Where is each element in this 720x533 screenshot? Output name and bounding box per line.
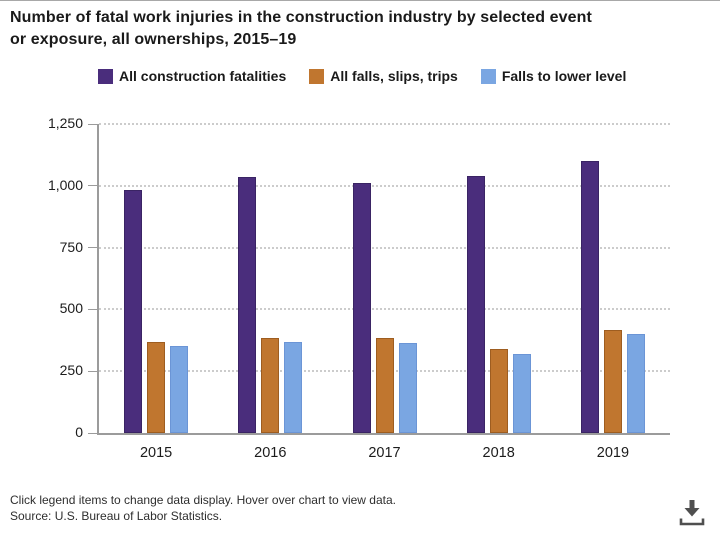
y-axis-label-500: 500 <box>59 300 83 317</box>
chart-title: Number of fatal work injuries in the con… <box>10 9 592 48</box>
y-axis-label-250: 250 <box>59 362 83 379</box>
x-axis-label-2016: 2016 <box>254 445 287 461</box>
x-axis-label-2017: 2017 <box>368 445 401 461</box>
bar-group-2019 <box>580 161 645 433</box>
footer-note: Click legend items to change data displa… <box>10 493 396 507</box>
bar-group-2017 <box>352 183 417 433</box>
plot-area: 0 250 500 750 1,000 1,250 2015 2016 2017 2018 2019 <box>48 115 670 461</box>
x-axis-label-2019: 2019 <box>596 445 630 461</box>
y-axis-tick <box>88 185 97 187</box>
x-axis-label-2018: 2018 <box>482 445 515 461</box>
gridline-1000 <box>99 184 670 187</box>
bar-2016-all-construction-fatalities[interactable] <box>238 177 257 433</box>
bar-group-2018 <box>466 176 531 433</box>
bar-2015-all-construction-fatalities[interactable] <box>124 190 143 433</box>
gridline-1250 <box>99 123 670 125</box>
y-axis-label-1000: 1,000 <box>47 176 83 193</box>
footer-source: Source: U.S. Bureau of Labor Statistics. <box>10 508 223 523</box>
y-axis-tick <box>88 432 97 434</box>
bar-2017-all-falls-slips-trips[interactable] <box>375 338 394 433</box>
legend-item-falls-to-lower-level[interactable]: Falls to lower level <box>480 68 627 84</box>
top-divider <box>0 0 720 1</box>
y-axis-tick <box>88 370 97 372</box>
legend-item-all-construction-fatalities[interactable]: All construction fatalities <box>98 68 286 84</box>
bar-2018-all-falls-slips-trips[interactable] <box>489 349 508 433</box>
y-axis-tick <box>88 308 97 310</box>
bar-2019-falls-to-lower-level[interactable] <box>626 334 645 433</box>
y-axis-tick <box>88 123 97 125</box>
legend-swatch-purple-icon <box>98 68 113 84</box>
bar-2018-falls-to-lower-level[interactable] <box>512 354 531 433</box>
gridline-500 <box>99 308 670 311</box>
y-axis-tick <box>88 247 97 249</box>
y-axis-label-0: 0 <box>75 424 83 440</box>
download-icon <box>679 500 705 526</box>
x-axis-label-2015: 2015 <box>139 445 173 461</box>
y-axis-label-750: 750 <box>59 238 83 255</box>
bar-2015-all-falls-slips-trips[interactable] <box>147 342 166 433</box>
legend-label: All falls, slips, trips <box>330 68 458 84</box>
bar-2019-all-falls-slips-trips[interactable] <box>603 330 622 433</box>
bar-2015-falls-to-lower-level[interactable] <box>170 346 189 433</box>
download-button[interactable] <box>676 497 708 527</box>
legend-swatch-orange-icon <box>309 68 325 84</box>
bar-2019-all-construction-fatalities[interactable] <box>580 161 599 433</box>
bar-group-2016 <box>238 177 303 433</box>
y-axis-label-1250: 1,250 <box>47 115 83 131</box>
bar-2016-falls-to-lower-level[interactable] <box>284 342 303 433</box>
bar-2017-falls-to-lower-level[interactable] <box>398 343 417 433</box>
bar-2016-all-falls-slips-trips[interactable] <box>261 338 280 433</box>
legend: All construction fatalities All falls, s… <box>98 68 626 84</box>
legend-swatch-blue-icon <box>480 68 496 84</box>
legend-label: All construction fatalities <box>119 68 287 84</box>
gridline-750 <box>99 246 670 249</box>
legend-item-all-falls-slips-trips[interactable]: All falls, slips, trips <box>309 68 458 84</box>
bar-2017-all-construction-fatalities[interactable] <box>352 183 371 433</box>
bar-group-2015 <box>124 190 189 433</box>
legend-label: Falls to lower level <box>501 68 627 84</box>
chart-footer: Click legend items to change data displa… <box>10 493 396 524</box>
bar-2018-all-construction-fatalities[interactable] <box>466 176 485 433</box>
